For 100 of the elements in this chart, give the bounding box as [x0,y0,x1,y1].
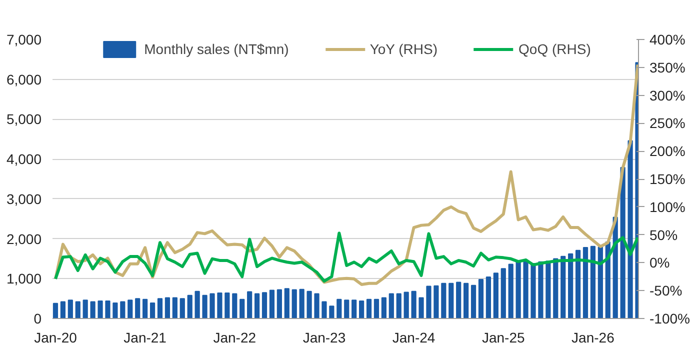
bar [493,272,498,318]
bar [598,246,603,318]
bar [478,278,484,318]
y2-tick-label: 200% [650,143,686,160]
bar [314,293,320,318]
bar [68,300,73,318]
bar [464,282,469,318]
bar [128,300,133,318]
bar [284,288,290,318]
legend-label: YoY (RHS) [370,41,438,57]
y2-tick-label: -100% [650,310,690,326]
legend-label: Monthly sales (NT$mn) [144,41,289,57]
bar [582,247,588,318]
bar [374,298,380,318]
y2-tick-label: 50% [650,226,678,243]
bar [82,300,88,318]
bar [628,140,633,318]
legend-label: QoQ (RHS) [518,41,591,57]
bar [500,268,506,318]
bar [75,301,80,318]
bar [456,282,462,318]
bar [329,306,334,318]
bar [508,264,514,318]
line-series [54,63,638,286]
bar [292,289,297,318]
bar [336,298,342,318]
bar [546,260,551,318]
x-tick-label: Jan-21 [124,330,167,346]
bar [590,246,596,318]
bar [306,290,312,318]
bar [396,293,402,318]
bar [560,256,566,318]
line-series [54,232,638,283]
bar [232,293,238,318]
bar [486,276,492,318]
y2-tick-label: 100% [650,198,686,215]
y2-tick-label: -50% [650,282,682,299]
bar [254,293,260,318]
bar [322,301,327,318]
bar [575,250,581,318]
bar [448,282,454,318]
bar [434,285,439,318]
bar [568,253,574,318]
bar [98,300,103,318]
bar [276,289,282,318]
bar [224,292,230,318]
y-tick-label: 3,000 [6,190,42,207]
x-tick-label: Jan-23 [302,330,346,346]
x-tick-label: Jan-20 [34,330,78,346]
bar [247,291,252,318]
y-tick-label: 4,000 [6,151,42,168]
bar [187,294,192,318]
x-tick-label: Jan-26 [572,330,615,346]
bar [120,301,126,318]
bar [172,297,178,318]
bar [344,300,350,318]
x-tick-label: Jan-22 [213,330,256,346]
bar [135,298,140,318]
bar [269,290,275,318]
bar [516,261,521,318]
bar [299,288,304,318]
bar [164,297,170,318]
y2-tick-label: 400% [650,32,686,48]
y-tick-label: 5,000 [6,111,42,128]
bar [210,293,215,318]
y2-tick-label: 150% [650,171,686,187]
bar [411,290,416,318]
bar [52,302,58,318]
x-tick-label: Jan-25 [482,330,525,346]
bar [240,298,245,318]
y2-tick-label: 300% [650,87,686,104]
bar [388,293,394,318]
bar [418,297,424,318]
bar [194,290,200,318]
bar [470,284,476,318]
bar [426,286,432,318]
bar [358,300,364,318]
y2-tick-label: 0% [650,254,670,271]
bar [150,302,156,318]
bar [381,297,386,318]
bar [441,282,446,318]
y-tick-label: 6,000 [6,71,42,88]
bar [60,301,66,318]
y-tick-label: 1,000 [6,270,42,287]
bar [112,302,118,318]
bar [523,260,528,318]
y2-tick-label: 350% [650,59,686,76]
bar [530,262,536,318]
bar [90,301,96,318]
bar [202,294,208,318]
x-tick-label: Jan-24 [392,330,436,346]
bar [217,292,222,318]
bar [352,300,357,318]
bar [366,298,372,318]
bar [142,298,148,318]
y-tick-label: 7,000 [6,32,42,48]
y2-tick-label: 250% [650,115,686,132]
y-tick-label: 0 [34,310,42,326]
bar [404,292,409,318]
bar [105,300,110,318]
